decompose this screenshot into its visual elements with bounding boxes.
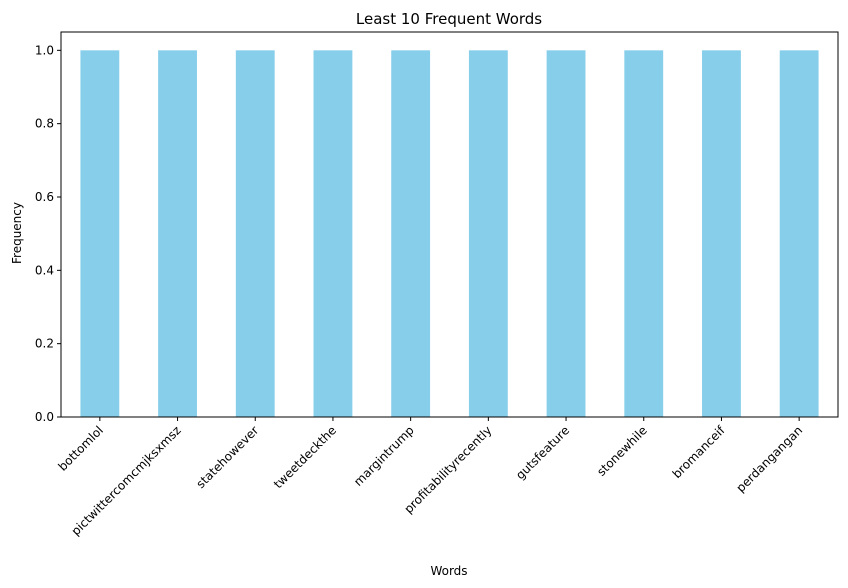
x-tick-label: bromanceif [670,423,728,481]
bar-pictwittercomcmjksxmsz [158,50,197,417]
y-ticks-group: 0.0 0.2 0.4 0.6 0.8 1.0 [35,43,61,424]
bars-group [80,50,819,417]
bar-statehowever [235,50,275,417]
y-tick-label: 0.4 [35,263,54,277]
x-tick-label: margintrump [351,423,417,489]
x-tick-label: bottomlol [55,423,106,474]
y-tick-label: 0.6 [35,190,54,204]
bar-bottomlol [80,50,120,417]
x-axis-label: Words [430,564,467,578]
bar-perdangangan [779,50,819,417]
y-tick-label: 0.8 [35,117,54,131]
bar-gutsfeature [546,50,586,417]
bar-margintrump [391,50,431,417]
axes-group [60,31,839,418]
x-tick-label: stonewhile [594,423,650,479]
x-tick-label: gutsfeature [513,423,572,482]
bar-stonewhile [624,50,664,417]
bar-tweetdeckthe [313,50,353,417]
x-tick-label: tweetdeckthe [271,423,339,491]
x-tick-label: profitabilityrecently [402,423,495,516]
bar-bromanceif [702,50,741,417]
x-tick-label: perdangangan [734,423,806,495]
y-tick-label: 1.0 [35,43,54,57]
bar-profitabilityrecently [468,50,508,417]
x-tick-label: statehowever [194,423,262,491]
plot-frame [60,31,839,418]
y-axis-label: Frequency [10,202,24,264]
y-tick-label: 0.0 [35,410,54,424]
y-tick-label: 0.2 [35,337,54,351]
chart-title: Least 10 Frequent Words [356,10,542,28]
